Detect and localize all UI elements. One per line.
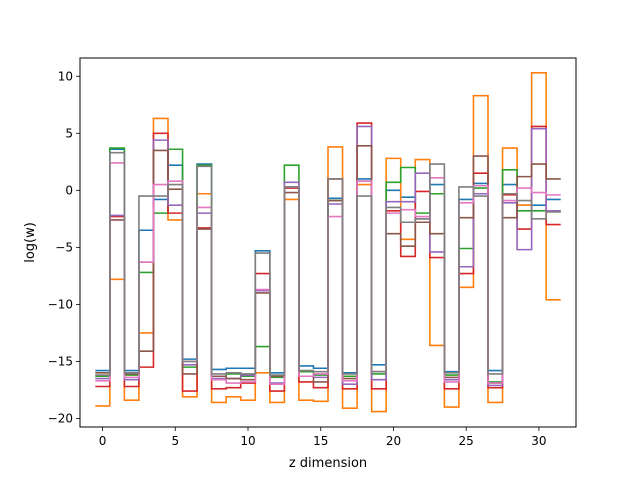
y-tick-label: 0 [65, 183, 73, 197]
x-tick-label: 10 [240, 434, 255, 448]
y-tick-label: −5 [55, 240, 73, 254]
x-tick-label: 25 [459, 434, 474, 448]
y-tick-label: −20 [48, 411, 73, 425]
y-tick-label: 10 [58, 69, 73, 83]
series-layer [95, 72, 561, 413]
x-tick-label: 15 [313, 434, 328, 448]
series-line-3 [95, 147, 561, 383]
x-axis-label: z dimension [289, 456, 367, 471]
x-tick-label: 30 [531, 434, 546, 448]
y-tick-label: −15 [48, 354, 73, 368]
x-tick-label: 0 [99, 434, 107, 448]
series-line-8 [95, 151, 561, 376]
x-axis: 0 5 10 15 20 25 30 [99, 427, 547, 448]
x-tick-label: 5 [171, 434, 179, 448]
y-tick-label: 5 [65, 126, 73, 140]
y-axis-label: log(w) [23, 222, 38, 263]
y-axis: −20 −15 −10 −5 0 5 10 [48, 69, 80, 425]
y-tick-label: −10 [48, 297, 73, 311]
plot-frame [79, 57, 577, 428]
x-tick-label: 20 [386, 434, 401, 448]
